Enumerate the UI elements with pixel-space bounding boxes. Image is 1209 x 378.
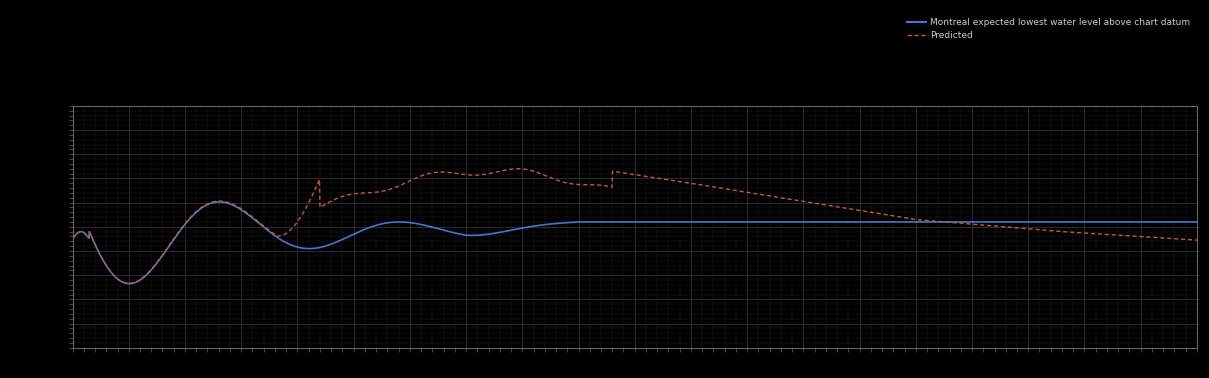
Legend: Montreal expected lowest water level above chart datum, Predicted: Montreal expected lowest water level abo… — [908, 19, 1190, 40]
